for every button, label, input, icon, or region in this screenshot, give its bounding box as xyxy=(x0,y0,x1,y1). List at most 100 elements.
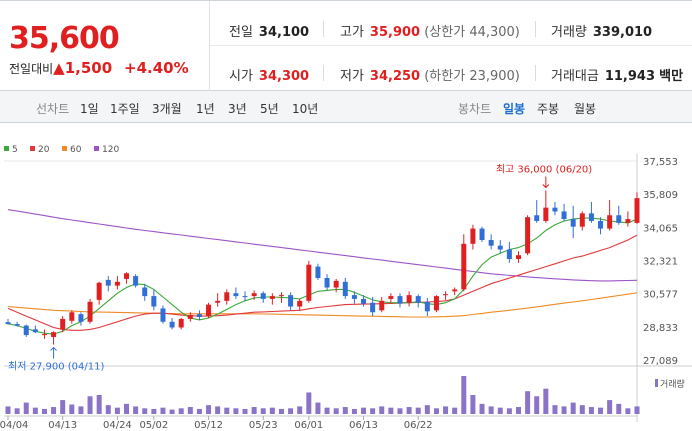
volume-bar xyxy=(87,396,93,414)
candle-body xyxy=(561,211,567,220)
volume-bar xyxy=(324,407,330,414)
volume-bar xyxy=(579,405,585,414)
tab-10y[interactable]: 10년 xyxy=(292,102,319,116)
volume-bar xyxy=(315,402,321,414)
volume-bar xyxy=(333,408,339,414)
candle-body xyxy=(361,298,367,304)
up-arrow-icon: ▲ xyxy=(53,59,65,77)
volume-bar xyxy=(251,407,257,414)
candle-body xyxy=(342,281,348,297)
candle-body xyxy=(5,322,11,325)
volume-bar xyxy=(105,405,111,414)
change-percent: +4.40% xyxy=(124,59,189,77)
volume-bar xyxy=(169,409,175,414)
candle-body xyxy=(23,325,29,336)
volume-bar xyxy=(452,407,458,414)
candle-body xyxy=(297,300,303,307)
legend-swatch-20 xyxy=(30,146,35,151)
volume-bar xyxy=(206,405,212,414)
volume-bar xyxy=(297,406,303,414)
volume-bar xyxy=(242,408,248,414)
x-tick-label: 05/23 xyxy=(249,420,278,431)
candle-body xyxy=(452,289,458,292)
tab-5y[interactable]: 5년 xyxy=(260,102,279,116)
tab-weekly[interactable]: 주봉 xyxy=(537,102,560,116)
candle-body xyxy=(278,295,284,297)
tab-daily[interactable]: 일봉 xyxy=(503,102,526,116)
stat-open: 시가 34,300 xyxy=(229,69,310,84)
volume-bar xyxy=(160,407,166,414)
volume-bar xyxy=(625,408,631,414)
stat-prev-close: 전일 34,100 xyxy=(229,25,310,40)
volume-bar xyxy=(5,406,11,414)
candle-body xyxy=(424,301,430,312)
candle-body xyxy=(497,245,503,250)
legend-label-5: 5 xyxy=(12,145,18,155)
volume-bar xyxy=(32,407,38,414)
volume-bar xyxy=(342,407,348,414)
tab-3y[interactable]: 3년 xyxy=(228,102,247,116)
candle-body xyxy=(388,296,394,299)
volume-bar xyxy=(424,405,430,414)
volume-legend-label: 거래량 xyxy=(660,378,685,390)
volume-bar xyxy=(142,408,148,414)
y-tick-label: 28,833 xyxy=(643,323,678,334)
tab-1y[interactable]: 1년 xyxy=(196,102,215,116)
candle-body xyxy=(534,215,540,221)
legend-label-60: 60 xyxy=(70,145,82,155)
candle-body xyxy=(370,302,376,313)
candle-body xyxy=(333,280,339,288)
volume-bar xyxy=(552,405,558,414)
volume-bar xyxy=(379,406,385,414)
candle-body xyxy=(160,308,166,322)
candle-body xyxy=(51,332,57,337)
y-tick-label: 35,809 xyxy=(643,190,678,201)
volume-bar xyxy=(406,407,412,414)
tab-3m[interactable]: 3개월 xyxy=(152,102,182,116)
ma5-line xyxy=(7,217,638,335)
date-axis: 04/04 04/13 04/24 05/02 05/12 05/23 06/01 06/13… xyxy=(0,416,433,431)
volume-bar xyxy=(415,407,421,414)
moving-average-lines xyxy=(7,209,638,335)
candle-body xyxy=(379,300,385,311)
volume-bar xyxy=(224,407,230,414)
ma-legend: 5 20 60 120 xyxy=(4,145,119,155)
change-label: 전일대비 xyxy=(9,62,54,76)
legend-swatch-120 xyxy=(94,146,99,151)
candle-body xyxy=(206,304,212,317)
line-chart-label: 선차트 xyxy=(36,102,70,116)
chart-tab-bar: 선차트 1일 1주일 3개월 1년 3년 5년 10년 봉차트 일봉 주봉 월봉 xyxy=(0,91,692,123)
volume-bar xyxy=(488,406,494,414)
volume-bar xyxy=(278,408,284,414)
candle-body xyxy=(288,295,294,307)
tab-1d[interactable]: 1일 xyxy=(80,102,99,116)
candle-body xyxy=(588,213,594,221)
volume-bar xyxy=(570,402,576,414)
stat-low: 저가 34,250 (하한가 23,900) xyxy=(340,69,520,84)
candle-body xyxy=(32,329,38,333)
candle-body xyxy=(552,207,558,212)
volume-bar xyxy=(397,408,403,414)
candle-body xyxy=(470,228,476,244)
volume-bar xyxy=(260,408,266,414)
stock-candle-chart: 5 20 60 120 최고 36,000 (06/20) 최저 27,900 (04/… xyxy=(0,145,692,431)
candles xyxy=(5,190,640,345)
candle-body xyxy=(260,293,266,299)
candle-body xyxy=(607,215,613,229)
candle-body xyxy=(14,324,20,326)
volume-bar xyxy=(269,407,275,414)
price-axis: 37,553 35,809 34,065 32,321 30,577 28,833 27,0… xyxy=(643,157,678,367)
candle-body xyxy=(506,249,512,259)
volume-bar xyxy=(388,407,394,414)
tab-1w[interactable]: 1주일 xyxy=(110,102,140,116)
quote-stats: 전일 34,100 고가 35,900 (상한가 44,300) 거래량 339,01… xyxy=(210,1,692,91)
volume-bar xyxy=(461,376,467,414)
legend-swatch-5 xyxy=(4,146,9,151)
volume-bar xyxy=(23,402,29,414)
candle-body xyxy=(87,301,93,322)
x-tick-label: 04/24 xyxy=(103,420,132,431)
candle-body xyxy=(397,296,403,304)
tab-monthly[interactable]: 월봉 xyxy=(574,102,597,116)
candle-body xyxy=(114,281,120,286)
candle-body xyxy=(233,293,239,297)
